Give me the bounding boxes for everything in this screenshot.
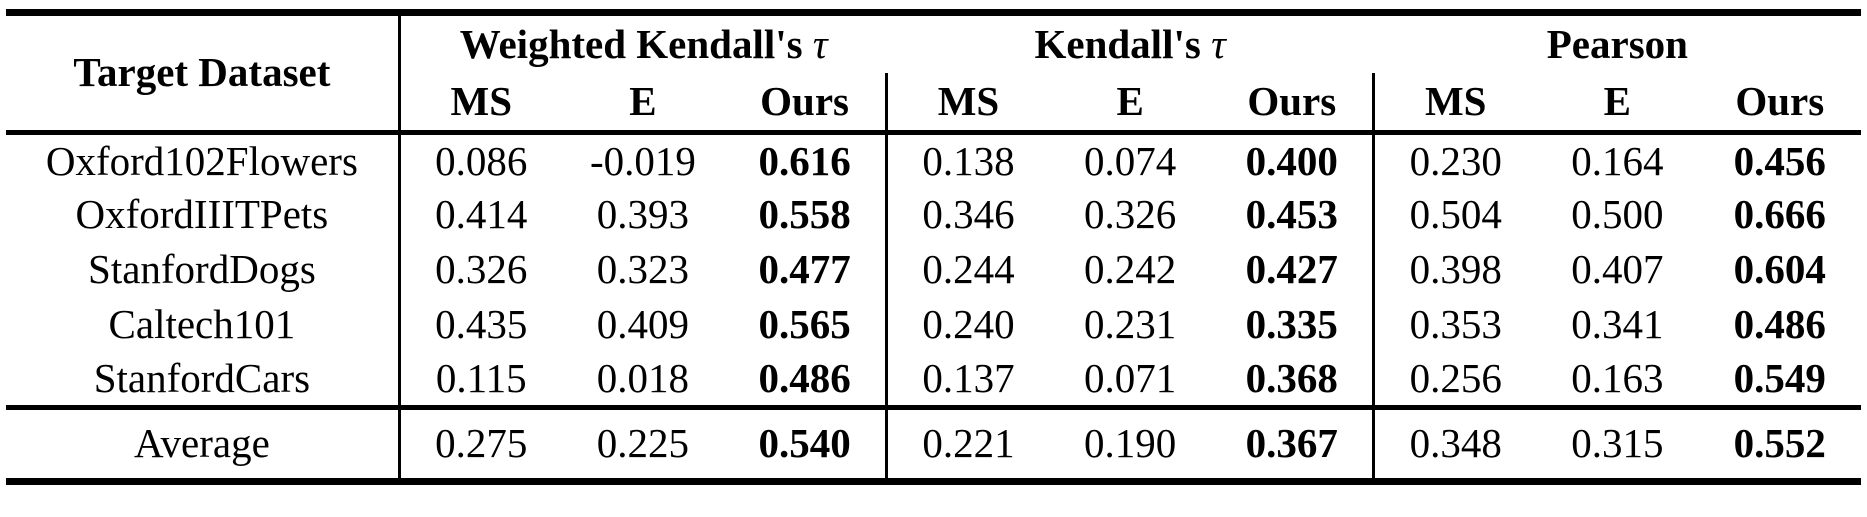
tau-symbol: τ [1211, 20, 1226, 67]
col-header-e: E [1116, 77, 1144, 124]
value-cell: 0.435 [435, 301, 528, 348]
value-cell: 0.398 [1372, 242, 1537, 298]
group-header-weighted-kendall: Weighted Kendall's τ [399, 13, 886, 73]
col-header-target-dataset: Target Dataset [6, 12, 401, 133]
value-cell: 0.348 [1372, 407, 1537, 482]
ours-value-cell: 0.367 [1245, 420, 1338, 467]
value-cell: 0.221 [885, 407, 1049, 482]
value-cell: 0.115 [435, 355, 527, 402]
value-cell: 0.409 [596, 301, 690, 348]
average-row: Average 0.275 0.225 0.540 0.221 0.190 0.… [6, 407, 1861, 482]
value-cell: 0.346 [885, 187, 1049, 243]
tau-symbol: τ [812, 20, 828, 67]
value-cell: -0.019 [589, 137, 696, 184]
value-cell: 0.500 [1571, 191, 1664, 238]
table-row: Caltech101 0.435 0.409 0.565 0.240 0.231… [6, 297, 1861, 353]
ours-value-cell: 0.552 [1733, 420, 1826, 467]
value-cell: 0.504 [1372, 187, 1537, 243]
value-cell: 0.163 [1571, 355, 1664, 402]
group-title-text: Pearson [1546, 20, 1688, 67]
average-label-cell: Average [6, 407, 401, 482]
value-cell: 0.244 [885, 242, 1049, 298]
value-cell: 0.326 [1084, 191, 1177, 238]
dataset-cell: Oxford102Flowers [6, 132, 401, 188]
ours-value-cell: 0.400 [1245, 137, 1338, 184]
value-cell: 0.086 [435, 137, 528, 184]
value-cell: 0.230 [1372, 132, 1537, 188]
col-header-ms: MS [450, 77, 513, 124]
col-header-e: E [629, 77, 657, 124]
dataset-cell: StanfordCars [6, 352, 401, 408]
value-cell: 0.137 [885, 352, 1049, 408]
ours-value-cell: 0.486 [758, 355, 851, 402]
value-cell: 0.341 [1571, 301, 1664, 348]
value-cell: 0.225 [596, 420, 690, 467]
value-cell: 0.256 [1372, 352, 1537, 408]
value-cell: 0.164 [1571, 137, 1664, 184]
table-row: OxfordIIITPets 0.414 0.393 0.558 0.346 0… [6, 187, 1861, 243]
value-cell: 0.231 [1084, 301, 1177, 348]
value-cell: 0.414 [435, 191, 528, 238]
group-header-pearson: Pearson [1374, 13, 1861, 73]
ours-value-cell: 0.335 [1245, 301, 1338, 348]
ours-value-cell: 0.616 [758, 137, 851, 184]
value-cell: 0.138 [885, 132, 1049, 188]
ours-value-cell: 0.666 [1733, 191, 1826, 238]
group-title-text: Weighted Kendall's [459, 20, 803, 67]
value-cell: 0.074 [1084, 137, 1177, 184]
value-cell: 0.275 [435, 420, 528, 467]
table-row: StanfordDogs 0.326 0.323 0.477 0.244 0.2… [6, 242, 1861, 298]
value-cell: 0.071 [1084, 355, 1177, 402]
header-group-row: Target Dataset Weighted Kendall's τ Kend… [6, 12, 1861, 133]
header-sub-row: MS E Ours MS E Ours MS E Ours [6, 72, 1861, 133]
ours-value-cell: 0.558 [758, 191, 851, 238]
table-row: StanfordCars 0.115 0.018 0.486 0.137 0.0… [6, 352, 1861, 408]
col-header-ms: MS [885, 72, 1049, 133]
value-cell: 0.018 [596, 355, 690, 402]
value-cell: 0.242 [1084, 246, 1177, 293]
value-cell: 0.323 [596, 246, 690, 293]
value-cell: 0.326 [435, 246, 528, 293]
dataset-cell: Caltech101 [6, 297, 401, 353]
dataset-cell: OxfordIIITPets [6, 187, 401, 243]
ours-value-cell: 0.477 [758, 246, 851, 293]
ours-value-cell: 0.565 [758, 301, 851, 348]
value-cell: 0.407 [1571, 246, 1664, 293]
ours-value-cell: 0.549 [1733, 355, 1826, 402]
value-cell: 0.190 [1084, 420, 1177, 467]
dataset-cell: StanfordDogs [6, 242, 401, 298]
col-header-e: E [1603, 77, 1632, 124]
col-header-ours: Ours [1735, 77, 1825, 124]
ours-value-cell: 0.486 [1733, 301, 1826, 348]
group-title-text: Kendall's [1034, 20, 1201, 67]
ours-value-cell: 0.456 [1733, 137, 1826, 184]
col-header-ms: MS [1372, 72, 1537, 133]
group-header-kendall: Kendall's τ [887, 13, 1374, 73]
col-header-ours: Ours [760, 77, 849, 124]
ours-value-cell: 0.453 [1245, 191, 1338, 238]
col-header-ours: Ours [1247, 77, 1337, 124]
table-row: Oxford102Flowers 0.086 -0.019 0.616 0.13… [6, 132, 1861, 188]
value-cell: 0.353 [1372, 297, 1537, 353]
ours-value-cell: 0.368 [1245, 355, 1338, 402]
value-cell: 0.240 [885, 297, 1049, 353]
ours-value-cell: 0.604 [1733, 246, 1826, 293]
ours-value-cell: 0.427 [1245, 246, 1338, 293]
results-table: Target Dataset Weighted Kendall's τ Kend… [6, 9, 1861, 485]
value-cell: 0.315 [1571, 420, 1664, 467]
value-cell: 0.393 [596, 191, 690, 238]
ours-value-cell: 0.540 [758, 420, 851, 467]
